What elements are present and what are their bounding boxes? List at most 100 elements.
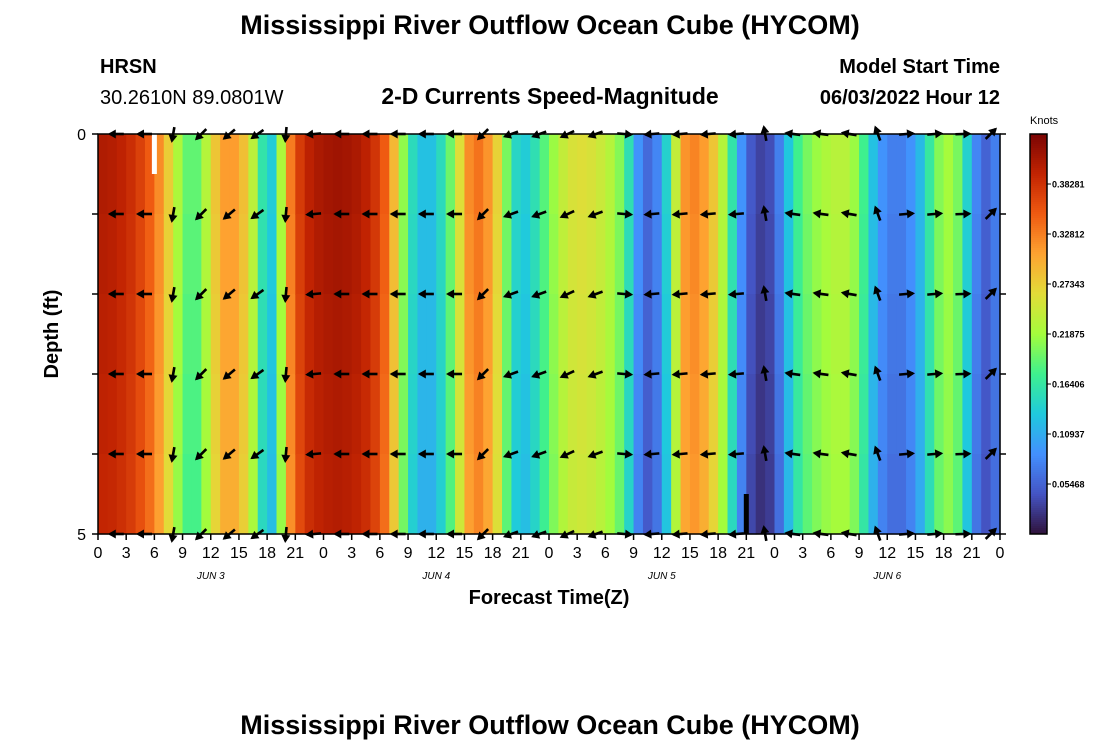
heatmap-cell: [896, 374, 907, 455]
current-arrow: [984, 207, 997, 220]
colorbar-segment: [1030, 180, 1047, 183]
heatmap-cell: [417, 454, 428, 535]
colorbar-segment: [1030, 374, 1047, 377]
heatmap-cell: [144, 214, 155, 295]
heatmap-cell: [135, 294, 146, 375]
colorbar-segment: [1030, 212, 1047, 215]
heatmap-cell: [746, 374, 757, 455]
colorbar-segment: [1030, 412, 1047, 415]
current-arrow: [417, 449, 434, 459]
heatmap-cell: [539, 374, 550, 455]
current-arrow: [333, 289, 350, 299]
current-arrow: [417, 209, 434, 219]
heatmap-cell: [661, 294, 672, 375]
heatmap-cell: [642, 374, 653, 455]
heatmap-cell: [718, 134, 729, 215]
heatmap-cell: [699, 214, 710, 295]
heatmap-cell: [577, 134, 588, 215]
colorbar-segment: [1030, 392, 1047, 395]
heatmap-cell: [689, 454, 700, 535]
colorbar-segment: [1030, 450, 1047, 453]
current-arrow: [107, 369, 124, 379]
heatmap-cell: [896, 214, 907, 295]
heatmap-cell: [624, 214, 635, 295]
colorbar-segment: [1030, 396, 1047, 399]
heatmap-cell: [971, 294, 982, 375]
colorbar-segment: [1030, 324, 1047, 327]
colorbar-segment: [1030, 266, 1047, 269]
current-arrow: [135, 449, 152, 459]
heatmap-cell: [736, 294, 747, 375]
colorbar-segment: [1030, 224, 1047, 227]
colorbar-segment: [1030, 252, 1047, 255]
heatmap-cell: [896, 454, 907, 535]
heatmap-cell: [746, 294, 757, 375]
heatmap-cell: [126, 214, 137, 295]
current-arrow: [840, 289, 857, 299]
x-tick-label: 6: [375, 545, 384, 562]
heatmap-cell: [896, 294, 907, 375]
colorbar-unit: Knots: [1030, 115, 1059, 127]
heatmap-cell: [727, 134, 738, 215]
colorbar-segment: [1030, 440, 1047, 443]
x-tick-label: 0: [319, 545, 328, 562]
colorbar-segment: [1030, 370, 1047, 373]
heatmap-cell: [906, 134, 917, 215]
current-arrow: [559, 369, 575, 379]
colorbar-segment: [1030, 300, 1047, 303]
heatmap-cell: [351, 134, 362, 215]
colorbar-segment: [1030, 354, 1047, 357]
colorbar-segment: [1030, 400, 1047, 403]
colorbar-segment: [1030, 138, 1047, 141]
heatmap-cell: [539, 214, 550, 295]
colorbar-segment: [1030, 368, 1047, 371]
current-arrow: [222, 368, 236, 380]
colorbar-segment: [1030, 510, 1047, 513]
colorbar-segment: [1030, 522, 1047, 525]
heatmap-cell: [238, 294, 249, 375]
current-arrow: [194, 448, 208, 461]
current-arrow: [446, 449, 463, 459]
heatmap-cell: [389, 134, 400, 215]
heatmap-cell: [765, 294, 776, 375]
current-arrow: [531, 290, 547, 299]
heatmap-cell: [126, 374, 137, 455]
current-arrow: [168, 206, 178, 223]
heatmap-cell: [492, 214, 503, 295]
heatmap-cell: [483, 454, 494, 535]
colorbar-segment: [1030, 512, 1047, 515]
station-coordinates: 30.2610N 89.0801W: [100, 87, 284, 109]
heatmap-cell: [605, 134, 616, 215]
heatmap-cell: [802, 214, 813, 295]
colorbar-segment: [1030, 380, 1047, 383]
heatmap-cell: [257, 214, 268, 295]
heatmap-cell: [173, 374, 184, 455]
heatmap-cell: [511, 374, 522, 455]
heatmap-cell: [577, 214, 588, 295]
heatmap-cell: [614, 214, 625, 295]
heatmap-cell: [267, 294, 278, 375]
heatmap-cell: [746, 454, 757, 535]
current-arrow: [927, 209, 944, 219]
heatmap-cell: [614, 134, 625, 215]
heatmap-cell: [962, 214, 973, 295]
heatmap-cell: [953, 214, 964, 295]
heatmap-cell: [173, 134, 184, 215]
heatmap-cell: [464, 374, 475, 455]
current-arrow: [305, 449, 322, 459]
current-arrow: [250, 368, 265, 380]
heatmap-cell: [624, 374, 635, 455]
heatmap-cell: [736, 454, 747, 535]
x-tick-label: 0: [996, 545, 1005, 562]
heatmap-cell: [774, 374, 785, 455]
heatmap-cell: [323, 134, 334, 215]
heatmap-cell: [689, 374, 700, 455]
heatmap-cell: [314, 374, 325, 455]
current-arrow: [671, 209, 688, 219]
heatmap-cell: [210, 134, 221, 215]
colorbar-segment: [1030, 378, 1047, 381]
heatmap-cell: [661, 134, 672, 215]
heatmap-cell: [943, 214, 954, 295]
heatmap-cell: [511, 134, 522, 215]
colorbar-segment: [1030, 472, 1047, 475]
